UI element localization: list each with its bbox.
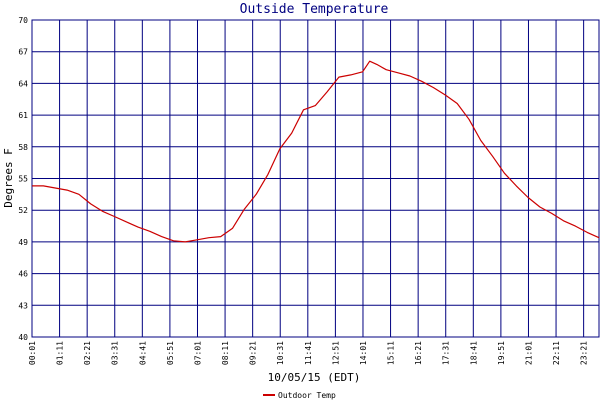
x-tick-label: 02:21	[83, 341, 92, 365]
x-tick-label: 09:21	[249, 341, 258, 365]
series-layer	[32, 60, 600, 243]
x-tick-label: 23:21	[580, 341, 589, 365]
x-tick-label: 15:11	[387, 341, 396, 365]
x-tick-label: 11:41	[304, 341, 313, 365]
x-tick-label: 01:11	[56, 341, 65, 365]
series-line-outdoor-temp	[32, 60, 600, 243]
x-tick-label: 14:01	[359, 341, 368, 365]
legend: Outdoor Temp	[263, 391, 336, 400]
x-tick-label: 10:31	[276, 341, 285, 365]
y-tick-label: 58	[18, 143, 28, 152]
x-tick-labels: 00:01 01:11 02:21 03:31 04:41 05:51 07:01 08:11…	[28, 341, 589, 365]
x-tick-label: 05:51	[166, 341, 175, 365]
y-tick-label: 67	[18, 48, 28, 57]
x-tick-label: 17:31	[442, 341, 451, 365]
y-tick-label: 46	[18, 270, 28, 279]
y-tick-label: 40	[18, 333, 28, 342]
x-tick-label: 19:51	[497, 341, 506, 365]
x-tick-label: 21:01	[524, 341, 533, 365]
legend-label: Outdoor Temp	[278, 391, 336, 400]
x-tick-label: 22:11	[552, 341, 561, 365]
plot-frame	[31, 19, 600, 338]
x-tick-label: 18:41	[469, 341, 478, 365]
y-tick-label: 55	[18, 175, 28, 184]
x-tick-label: 16:21	[414, 341, 423, 365]
x-tick-label: 07:01	[193, 341, 202, 365]
x-tick-label: 00:01	[28, 341, 37, 365]
chart-title: Outside Temperature	[240, 2, 389, 17]
x-tick-label: 12:51	[331, 341, 340, 365]
y-tick-labels: 40 43 46 49 52 55 58 61 64 67 70	[18, 16, 28, 342]
x-tick-label: 03:31	[111, 341, 120, 365]
y-tick-label: 43	[18, 301, 28, 310]
y-tick-label: 49	[18, 238, 28, 247]
y-tick-label: 61	[18, 111, 28, 120]
x-axis-label: 10/05/15 (EDT)	[268, 371, 361, 384]
x-tick-label: 04:41	[138, 341, 147, 365]
y-axis-label: Degrees F	[2, 148, 15, 208]
y-tick-label: 52	[18, 206, 28, 215]
x-tick-label: 08:11	[221, 341, 230, 365]
y-tick-label: 64	[18, 79, 28, 88]
y-tick-label: 70	[18, 16, 28, 25]
